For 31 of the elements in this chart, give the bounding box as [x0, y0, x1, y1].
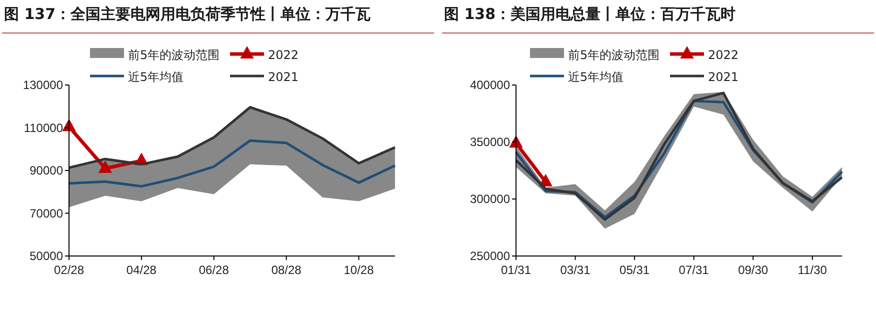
x-tick-label: 06/28: [198, 263, 230, 277]
legend-label: 近5年均值: [568, 70, 624, 84]
legend-label: 前5年的波动范围: [568, 48, 660, 62]
x-tick-label: 03/31: [560, 263, 591, 277]
legend-label: 2021: [708, 70, 739, 84]
x-tick-label: 02/28: [54, 263, 84, 277]
y-tick-label: 400000: [470, 78, 510, 92]
legend-label: 2022: [268, 48, 299, 62]
legend-label: 2021: [268, 70, 299, 84]
legend-label: 2022: [708, 48, 739, 62]
y-tick-label: 110000: [24, 120, 64, 135]
x-tick-label: 08/28: [271, 263, 302, 277]
x-tick-label: 01/31: [500, 263, 532, 277]
chart-title: 图 138：美国用电总量丨单位：百万千瓦时: [444, 5, 736, 23]
y-tick-label: 300000: [470, 192, 510, 206]
y-tick-label: 350000: [470, 135, 510, 149]
y-tick-label: 50000: [30, 249, 64, 263]
x-tick-label: 04/28: [126, 263, 157, 277]
x-tick-label: 07/31: [678, 263, 710, 277]
x-tick-label: 10/28: [344, 263, 374, 277]
x-tick-label: 05/31: [620, 263, 650, 277]
y-tick-label: 90000: [30, 164, 64, 178]
x-tick-label: 11/30: [798, 263, 828, 277]
y-tick-label: 70000: [30, 206, 64, 220]
legend-label: 近5年均值: [128, 70, 184, 84]
point: [98, 160, 112, 173]
x-tick-label: 09/30: [738, 263, 768, 277]
y-tick-label: 250000: [470, 249, 510, 263]
y-tick-label: 130000: [22, 78, 64, 92]
chart-title: 图 137：全国主要电网用电负荷季节性丨单位：万千瓦: [4, 5, 371, 23]
legend-label: 前5年的波动范围: [128, 48, 220, 62]
